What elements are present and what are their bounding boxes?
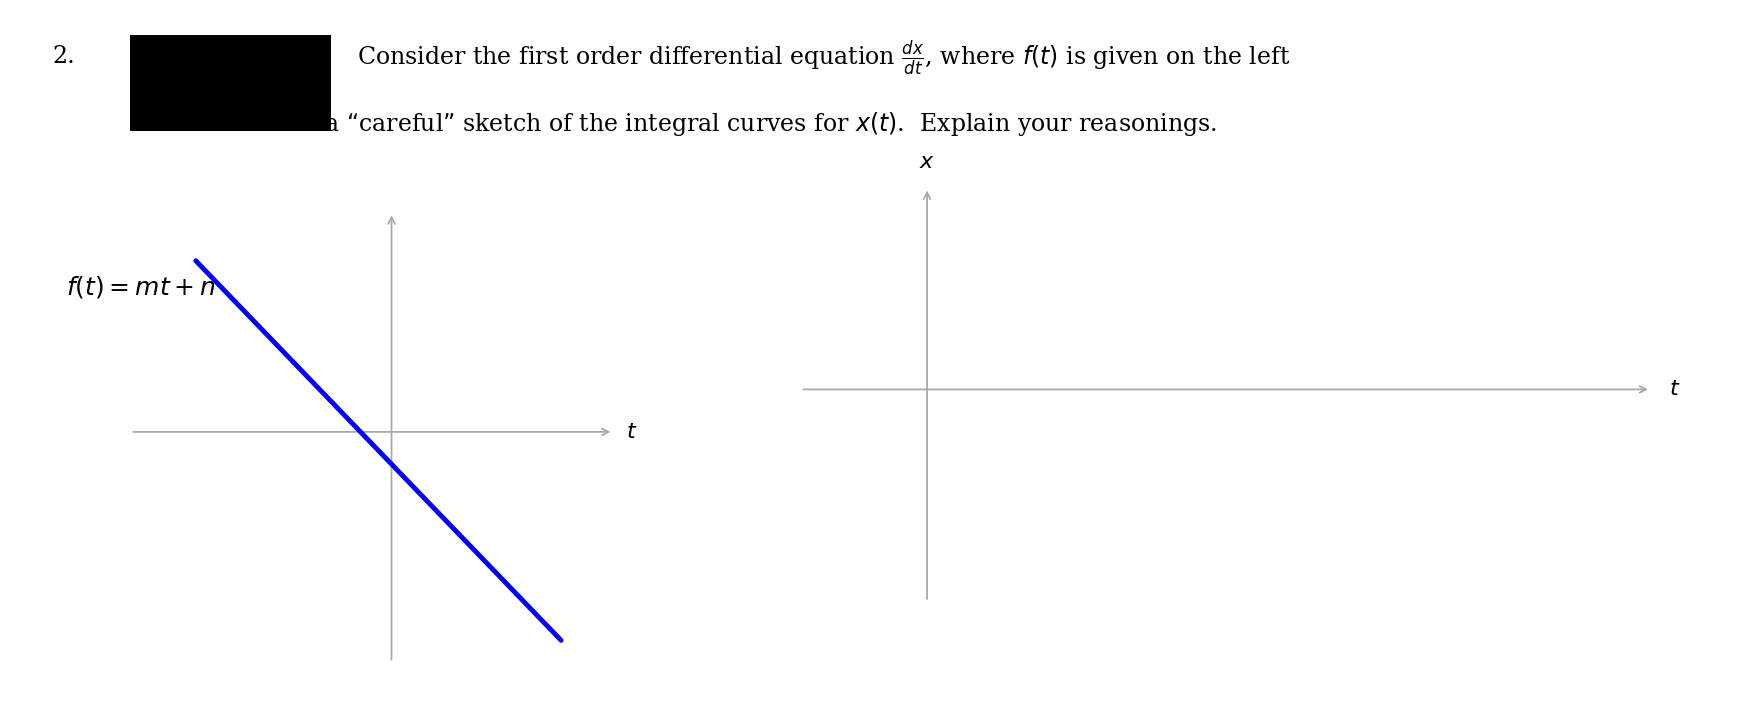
Bar: [130, 35, 330, 131]
Text: 2.: 2.: [52, 45, 75, 68]
Text: Consider the first order differential equation $\frac{dx}{dt}$, where $f(t)$ is : Consider the first order differential eq…: [356, 39, 1289, 79]
Text: $t$: $t$: [626, 421, 638, 443]
Text: $f(t) = mt + n$: $f(t) = mt + n$: [66, 274, 216, 299]
Text: below.  Make a “careful” sketch of the integral curves for $x(t)$.  Explain your: below. Make a “careful” sketch of the in…: [157, 110, 1216, 138]
Text: $t$: $t$: [1668, 378, 1680, 401]
Text: $x$: $x$: [918, 151, 934, 173]
